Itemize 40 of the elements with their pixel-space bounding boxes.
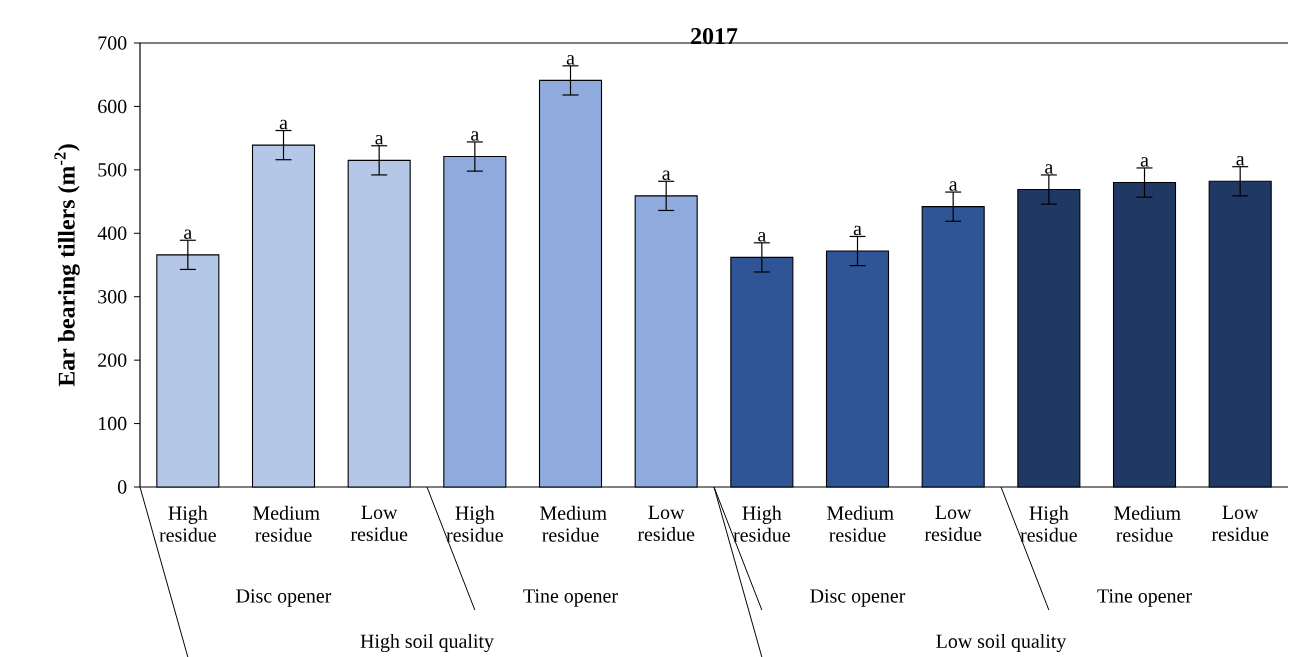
x-tick-label: Low residue xyxy=(350,505,408,541)
x-tick-label: High residue xyxy=(446,505,503,542)
data-label: a xyxy=(375,135,384,145)
x-tick-label: Low residue xyxy=(637,505,695,541)
y-tick-label: 400 xyxy=(97,226,127,240)
y-tick-label: 200 xyxy=(98,353,127,367)
x-tick-label: High residue xyxy=(1020,505,1077,542)
text: High soil quality xyxy=(360,633,494,653)
data-label: a xyxy=(949,181,958,191)
data-label: a xyxy=(853,225,862,236)
text: Disc opener xyxy=(236,589,332,607)
x-tick-label: High residue xyxy=(733,505,790,542)
y-axis-title: Ear bearing tillers (m$^{-2}$) xyxy=(54,144,80,387)
data-label: a xyxy=(1236,155,1245,166)
y-tick-label: 300 xyxy=(98,289,127,304)
data-label: a xyxy=(471,131,479,141)
text: Tine opener xyxy=(1097,589,1192,607)
y-tick-label: 0 xyxy=(117,480,127,494)
data-label: a xyxy=(566,55,575,65)
x-tick-label: Low residue xyxy=(1211,505,1269,541)
x-tick-label: Medium residue xyxy=(827,505,894,542)
x-tick-label: Medium residue xyxy=(253,505,320,542)
text: Tine opener xyxy=(523,589,618,607)
chart-title: 2017 xyxy=(691,28,738,45)
x-tick-label: High residue xyxy=(159,505,216,542)
data-label: a xyxy=(1140,157,1149,167)
data-label: a xyxy=(758,232,766,242)
data-label: a xyxy=(184,229,192,240)
data-label: a xyxy=(662,170,671,181)
y-tick-label: 100 xyxy=(99,416,127,431)
y-tick-label: 700 xyxy=(98,36,127,50)
x-tick-label: Low residue xyxy=(924,505,982,541)
text: Low soil quality xyxy=(936,633,1067,653)
x-tick-label: Medium residue xyxy=(540,505,607,542)
y-tick-label: 600 xyxy=(98,99,127,114)
data-label: a xyxy=(1045,164,1053,174)
x-tick-label: Medium residue xyxy=(1114,505,1181,542)
text: Disc opener xyxy=(810,589,906,607)
data-label: a xyxy=(279,119,288,130)
y-tick-label: 500 xyxy=(98,163,127,177)
